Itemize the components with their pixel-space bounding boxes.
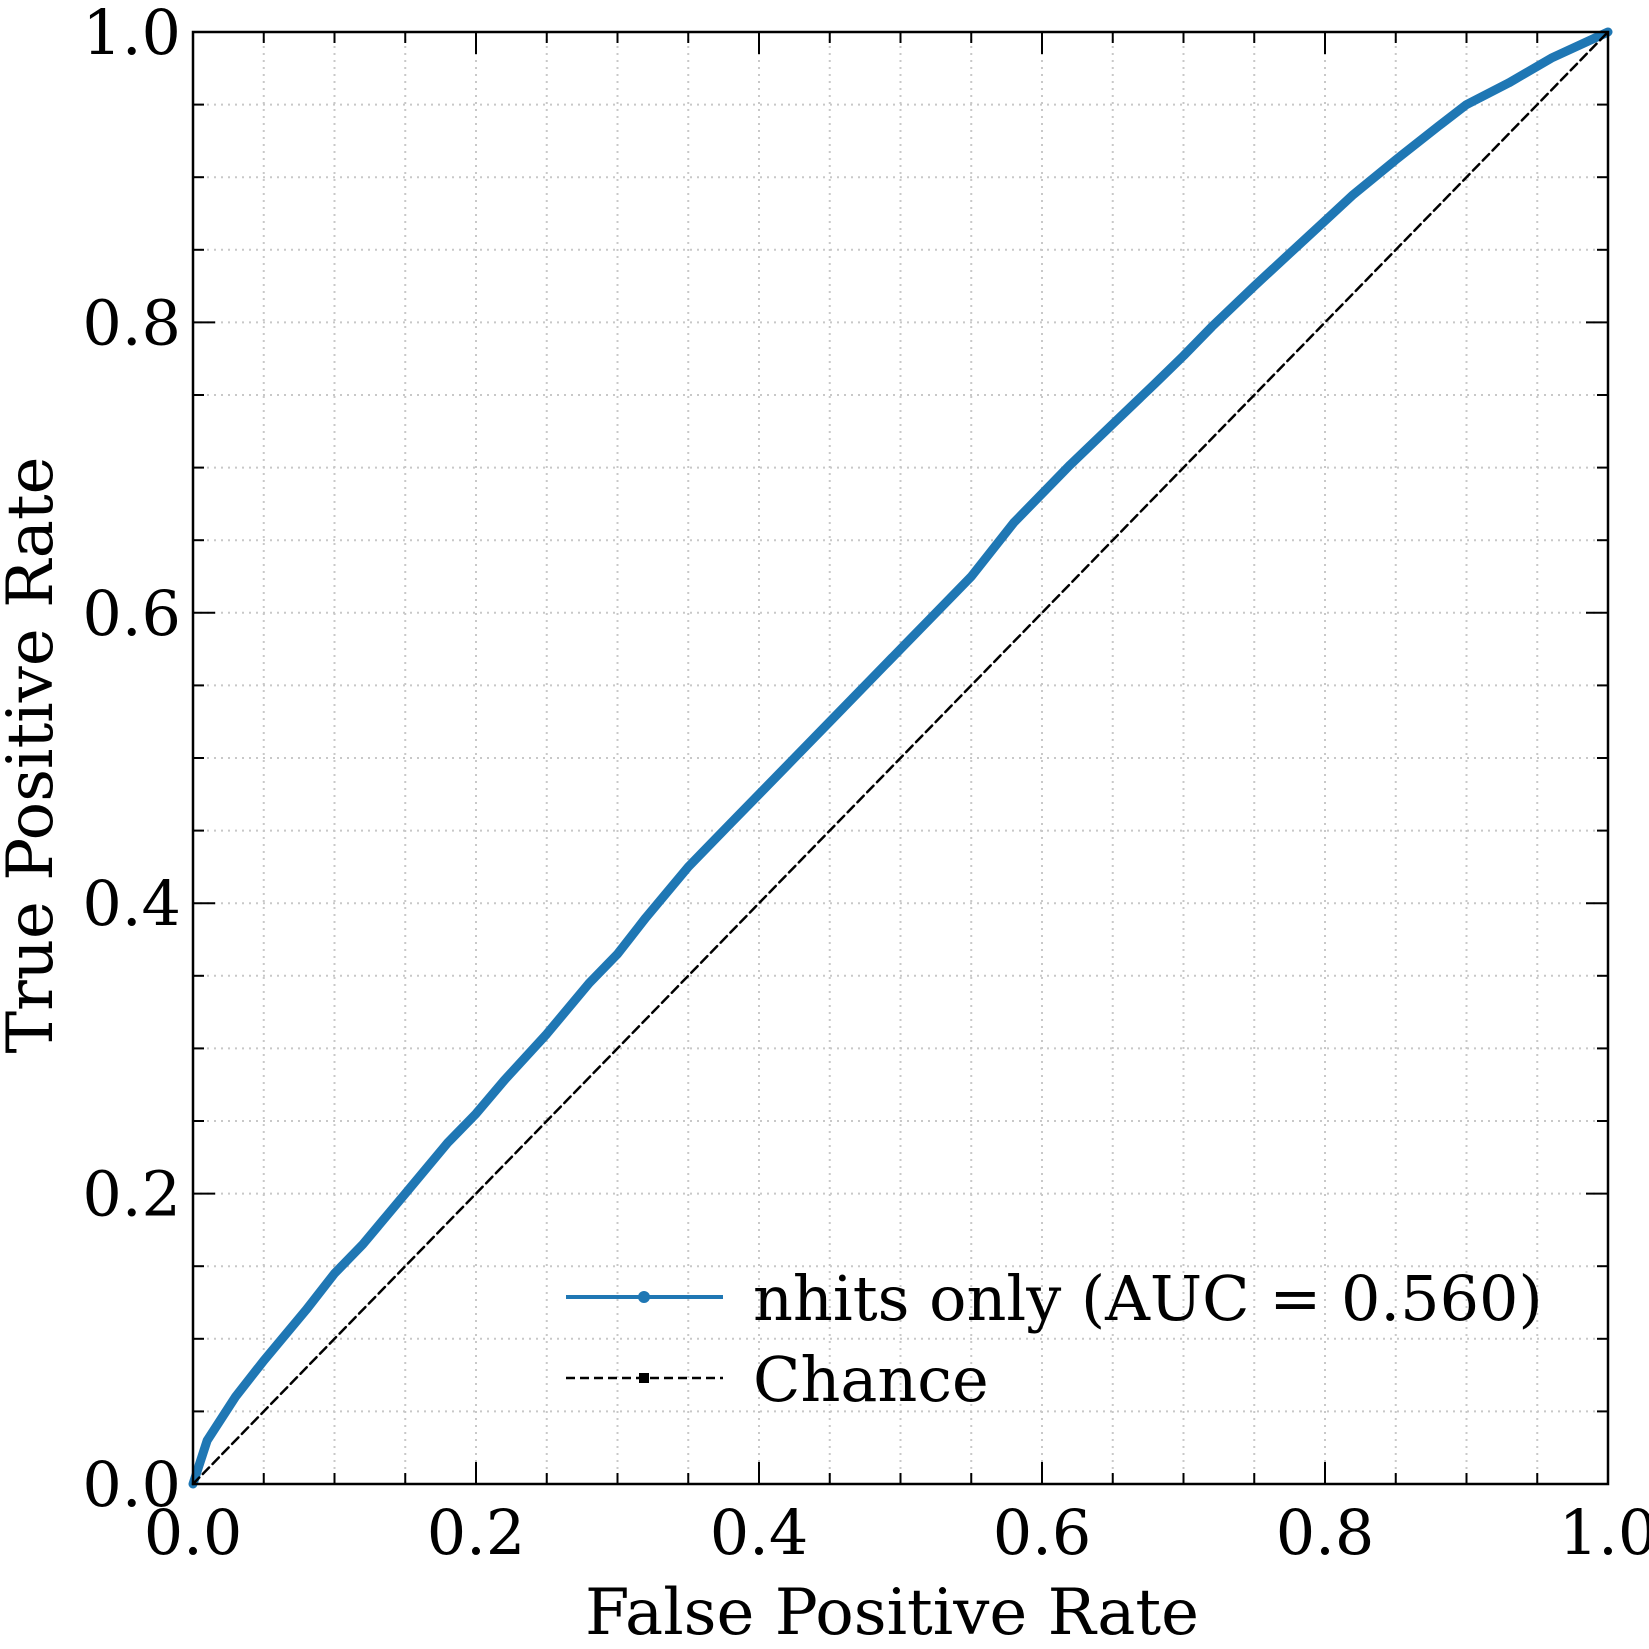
legend-label-nhits: nhits only (AUC = 0.560) <box>753 1262 1543 1335</box>
y-tick-label: 0.8 <box>82 286 181 359</box>
x-tick-label: 0.2 <box>427 1496 526 1569</box>
legend: nhits only (AUC = 0.560) Chance <box>566 1262 1543 1416</box>
x-tick-labels: 0.0 0.2 0.4 0.6 0.8 1.0 <box>144 1496 1649 1569</box>
y-axis-label: True Positive Rate <box>0 457 68 1054</box>
legend-marker-chance <box>639 1373 649 1383</box>
x-tick-label: 1.0 <box>1559 1496 1649 1569</box>
y-tick-label: 1.0 <box>82 0 181 69</box>
x-tick-label: 0.0 <box>144 1496 243 1569</box>
y-tick-labels: 0.0 0.2 0.4 0.6 0.8 1.0 <box>82 0 181 1521</box>
legend-marker-nhits <box>638 1291 650 1303</box>
y-tick-label: 0.2 <box>82 1158 181 1231</box>
roc-curve-nhits <box>188 27 1613 1489</box>
series-layer <box>188 27 1613 1489</box>
tick-marks <box>193 32 1608 1484</box>
x-tick-label: 0.6 <box>993 1496 1092 1569</box>
y-tick-label: 0.0 <box>82 1448 181 1521</box>
y-tick-label: 0.4 <box>82 867 181 940</box>
chance-line <box>191 30 1610 1486</box>
x-tick-label: 0.8 <box>1276 1496 1375 1569</box>
y-tick-label: 0.6 <box>82 577 181 650</box>
legend-label-chance: Chance <box>753 1343 989 1416</box>
x-tick-label: 0.4 <box>710 1496 809 1569</box>
x-axis-label: False Positive Rate <box>585 1576 1199 1649</box>
